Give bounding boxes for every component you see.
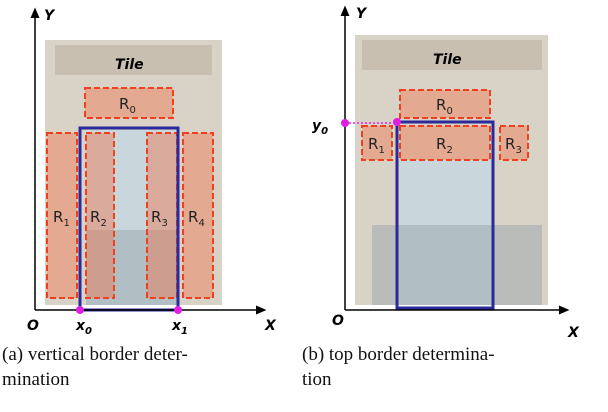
point-label: y0 — [312, 118, 328, 137]
panel-b: Y X O Tile R0 R1 R2 R3 y0 (b) top border… — [302, 6, 580, 390]
caption: (b) top border determina- — [302, 344, 495, 365]
point — [174, 306, 182, 314]
tile-label: Tile — [433, 52, 462, 68]
point — [341, 119, 349, 127]
caption: tion — [302, 369, 332, 390]
axis-label: O — [27, 318, 39, 334]
axis-label: Y — [44, 8, 56, 24]
axis-label: X — [567, 325, 580, 341]
point — [76, 306, 84, 314]
tile-label: Tile — [115, 57, 144, 73]
point — [393, 118, 401, 126]
point-label: x1 — [171, 318, 188, 337]
caption: mination — [2, 369, 70, 390]
axis-label: O — [332, 313, 344, 329]
panel-a: Y X O Tile R0 R1 R2 R3 R4 x0 x1 (a) vert… — [2, 8, 277, 390]
caption: (a) vertical border deter- — [2, 344, 188, 365]
axis-label: Y — [356, 6, 368, 22]
point-label: x0 — [75, 318, 92, 337]
axis-label: X — [264, 318, 277, 334]
figure: Y X O Tile R0 R1 R2 R3 R4 x0 x1 (a) vert… — [0, 0, 608, 412]
